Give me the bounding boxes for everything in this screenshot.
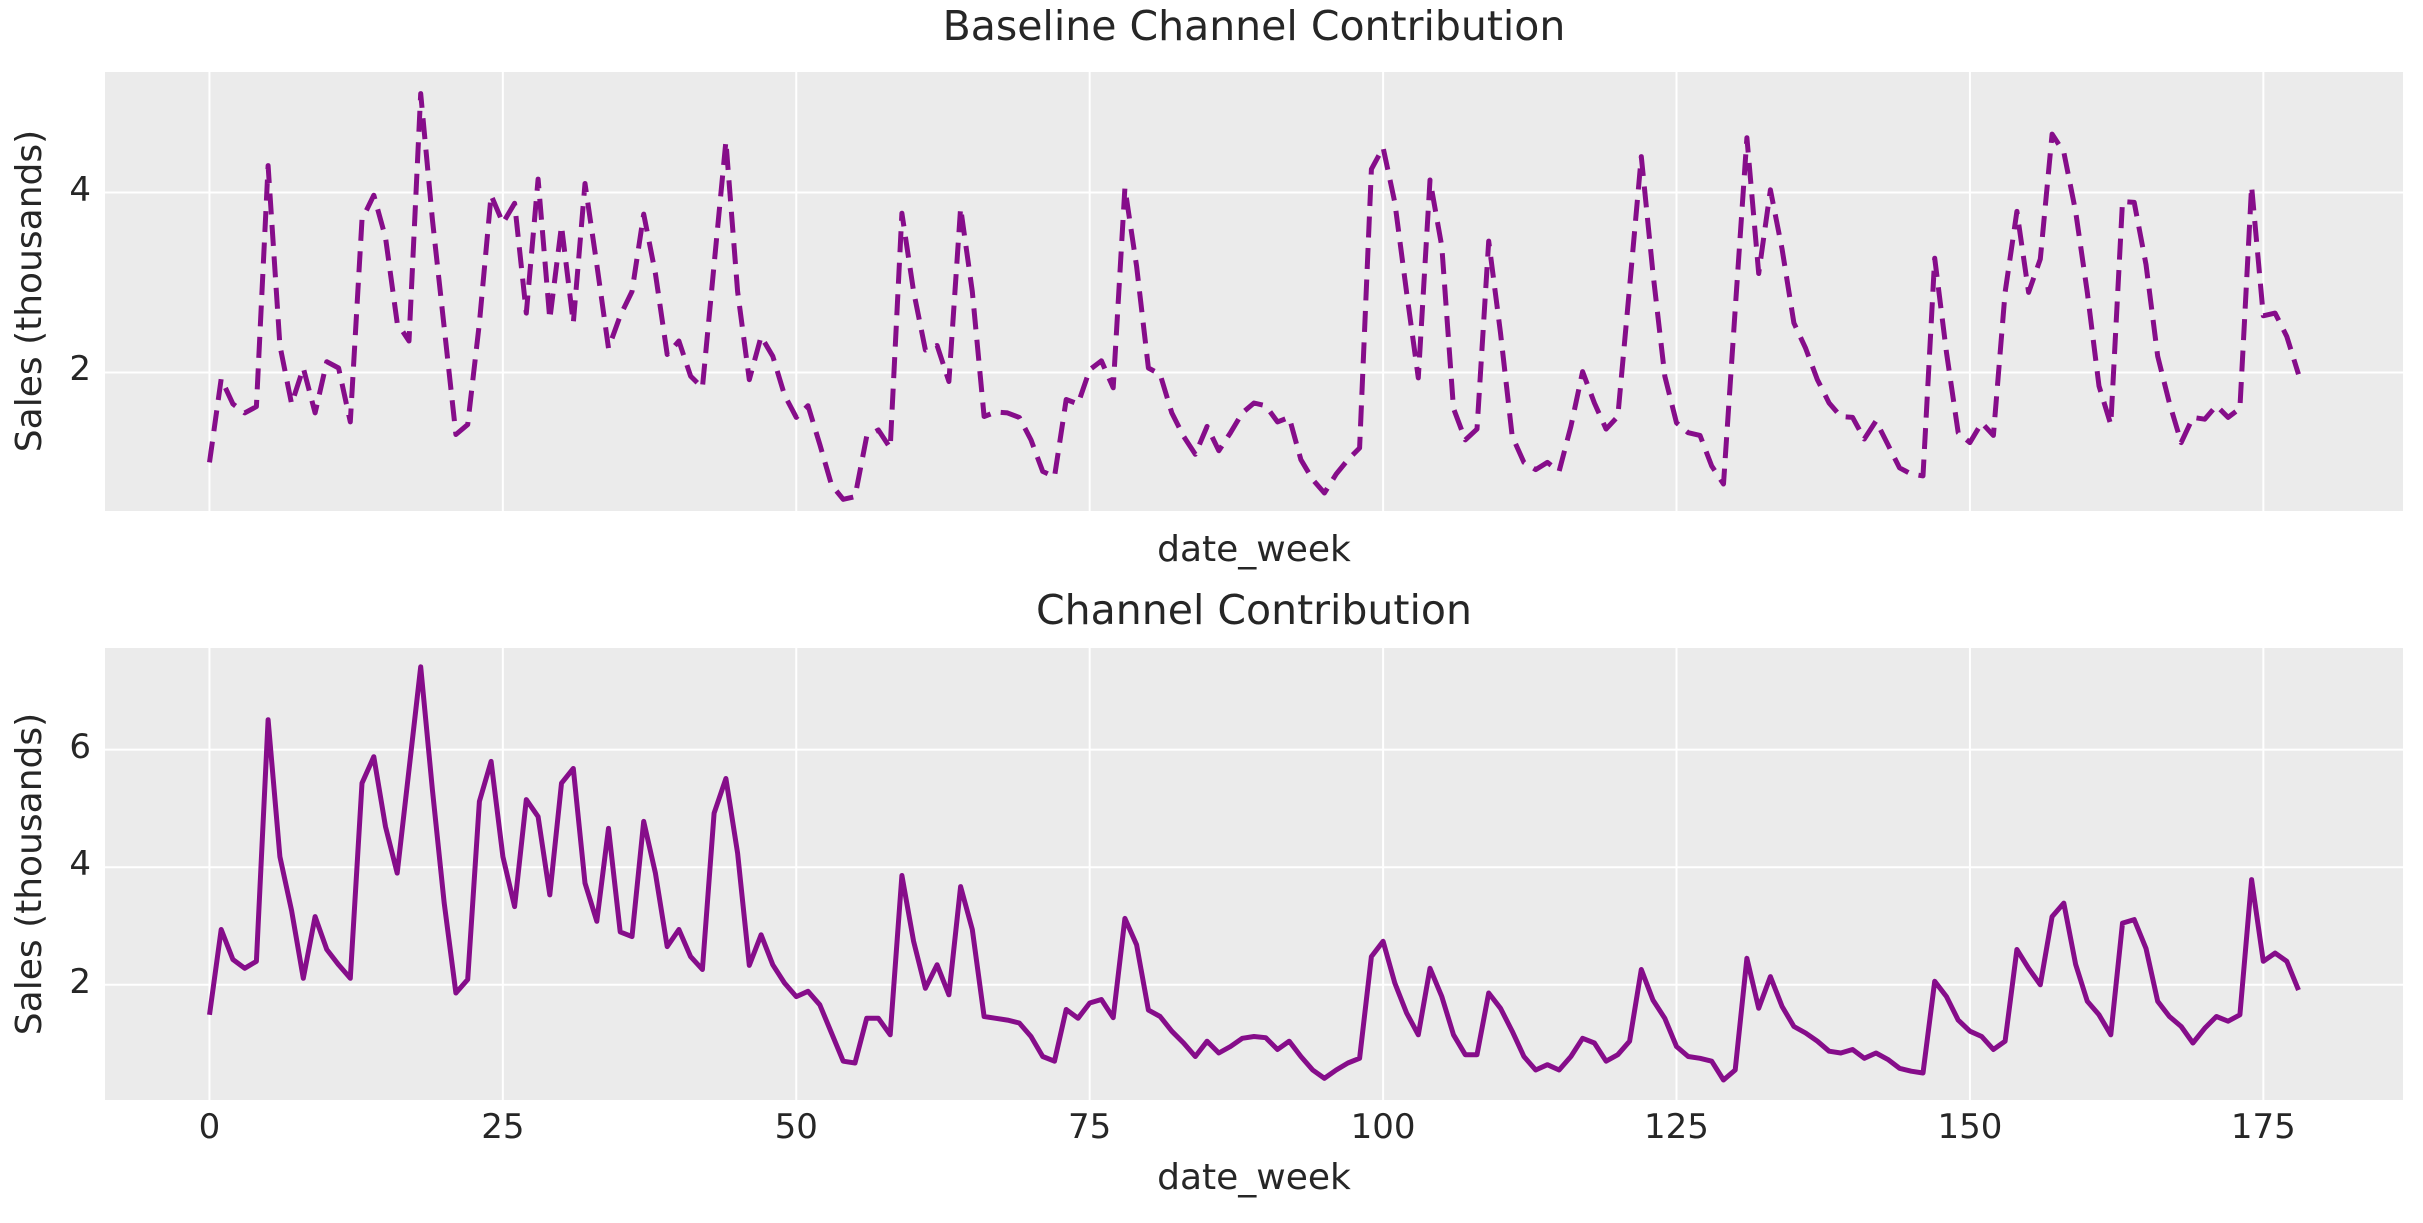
channel-chart-title: Channel Contribution	[1036, 586, 1472, 634]
y-tick-label: 4	[69, 169, 91, 210]
channel-series-line	[207, 664, 2301, 1083]
baseline-x-axis-label: date_week	[1157, 529, 1351, 570]
channel-x-axis-label: date_week	[1157, 1157, 1351, 1198]
y-tick-label: 2	[69, 961, 91, 1002]
x-tick-label: 175	[2230, 1107, 2296, 1147]
baseline-series-line	[207, 91, 2301, 502]
channel-chart-plot	[105, 648, 2403, 1100]
baseline-chart-title: Baseline Channel Contribution	[942, 2, 1566, 50]
plot-panel-background	[105, 648, 2403, 1100]
x-tick-label: 150	[1937, 1107, 2003, 1147]
y-tick-label: 2	[69, 349, 91, 390]
x-tick-label: 100	[1350, 1107, 1416, 1147]
x-tick-label: 50	[774, 1107, 818, 1147]
x-tick-label: 75	[1068, 1107, 1112, 1147]
x-tick-label: 0	[198, 1107, 221, 1147]
x-tick-label: 125	[1644, 1107, 1709, 1147]
plot-panel-background	[105, 72, 2403, 511]
y-tick-label: 6	[69, 726, 91, 767]
baseline-chart-plot	[105, 72, 2403, 511]
x-tick-label: 25	[481, 1107, 525, 1147]
y-tick-label: 4	[69, 844, 91, 885]
